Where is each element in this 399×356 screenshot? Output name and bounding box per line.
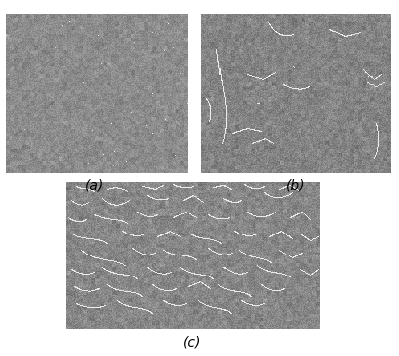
Text: (c): (c) [183, 335, 201, 349]
Text: (b): (b) [286, 179, 306, 193]
Text: (a): (a) [85, 179, 105, 193]
